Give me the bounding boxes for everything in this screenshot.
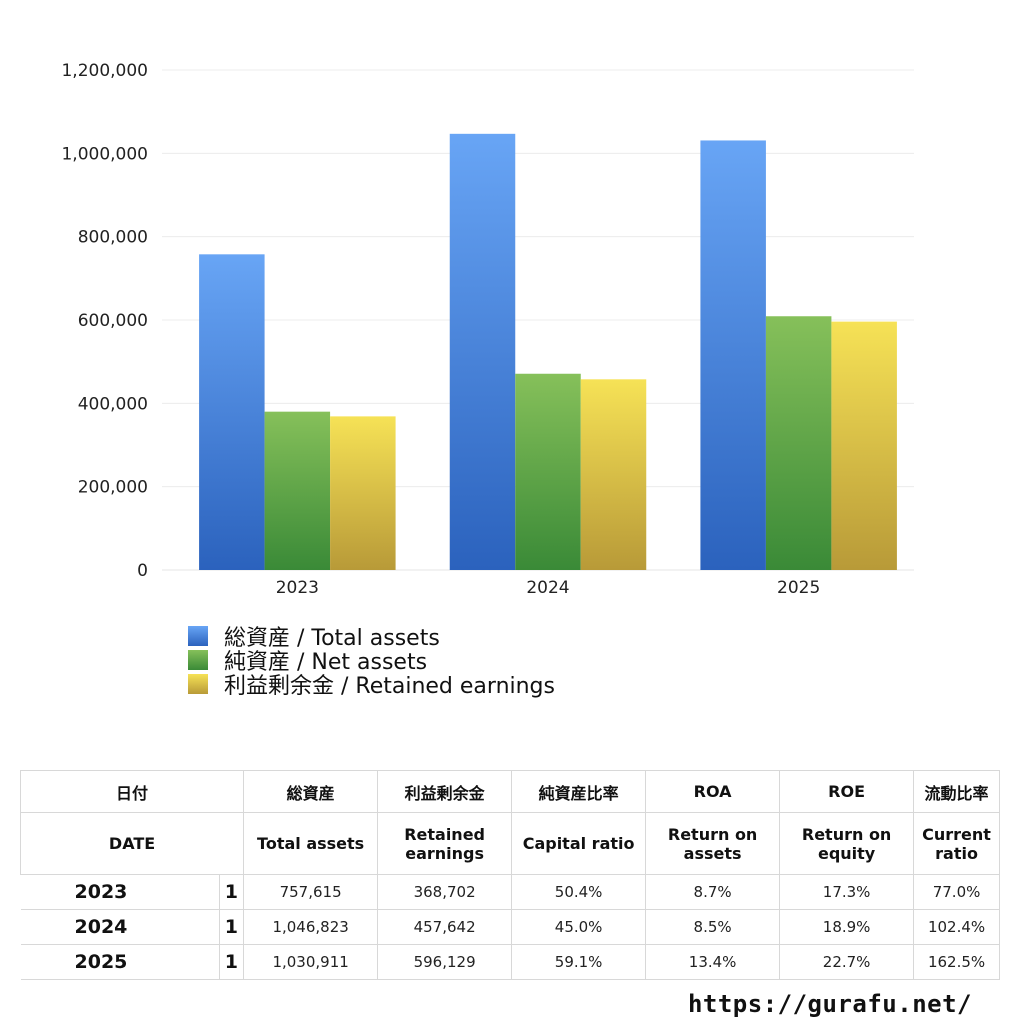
- cell-current-ratio: 77.0%: [913, 874, 1000, 910]
- bar-2025-series-2: [831, 321, 897, 570]
- legend: 総資産 / Total assets 純資産 / Net assets 利益剰余…: [188, 624, 555, 699]
- legend-swatch-net-assets: [188, 650, 208, 670]
- header-total-assets-jp: 総資産: [243, 770, 379, 813]
- header-retained-en: Retained earnings: [377, 812, 513, 875]
- header-retained-jp: 利益剰余金: [377, 770, 513, 813]
- y-tick-label: 1,000,000: [61, 144, 148, 164]
- cell-total-assets: 757,615: [243, 874, 379, 910]
- bar-2023-series-2: [330, 416, 396, 570]
- y-tick-label: 400,000: [78, 394, 148, 414]
- cell-capital-ratio: 59.1%: [511, 944, 647, 980]
- header-capital-ratio-en: Capital ratio: [511, 812, 647, 875]
- legend-label: 純資産 / Net assets: [224, 650, 428, 675]
- x-tick-label: 2024: [526, 578, 569, 598]
- cell-capital-ratio: 45.0%: [511, 909, 647, 945]
- legend-item-total-assets: 総資産 / Total assets: [188, 624, 555, 651]
- table-header-jp: 日付 総資産 利益剰余金 純資産比率 ROA ROE 流動比率: [19, 770, 1000, 813]
- table-header-en: DATE Total assets Retained earnings Capi…: [19, 812, 1000, 875]
- cell-current-ratio: 162.5%: [913, 944, 1000, 980]
- bar-chart: 0 200,000 400,000 600,000 800,000 1,000,000 1,…: [61, 61, 914, 598]
- cell-year: 2023: [20, 874, 220, 910]
- header-date-jp: 日付: [19, 770, 245, 813]
- y-axis-ticks: 0 200,000 400,000 600,000 800,000 1,000,000 1,…: [61, 61, 148, 581]
- bar-2024-series-2: [580, 379, 647, 570]
- bar-2023-series-1: [264, 411, 331, 570]
- bar-2024-series-1: [515, 373, 581, 570]
- table-row: 2023 1 757,615 368,702 50.4% 8.7% 17.3% …: [20, 874, 1000, 910]
- header-roe-en: Return on equity: [779, 812, 915, 875]
- y-tick-label: 800,000: [78, 228, 148, 248]
- y-tick-label: 0: [137, 561, 148, 581]
- cell-count: 1: [218, 874, 245, 910]
- y-tick-label: 200,000: [78, 478, 148, 498]
- cell-total-assets: 1,046,823: [243, 909, 379, 945]
- table-row: 2025 1 1,030,911 596,129 59.1% 13.4% 22.…: [20, 944, 1000, 980]
- x-axis-ticks: 2023 2024 2025: [276, 578, 821, 598]
- header-current-ratio-jp: 流動比率: [913, 770, 1000, 813]
- header-total-assets-en: Total assets: [243, 812, 379, 875]
- cell-roe: 18.9%: [779, 909, 915, 945]
- bar-2024-series-0: [449, 133, 516, 571]
- cell-roa: 13.4%: [645, 944, 781, 980]
- bars: [199, 133, 897, 571]
- legend-swatch-total-assets: [188, 626, 208, 646]
- cell-retained: 596,129: [377, 944, 513, 980]
- legend-label: 総資産 / Total assets: [224, 626, 440, 651]
- legend-swatch-retained-earnings: [188, 674, 208, 694]
- table-row: 2024 1 1,046,823 457,642 45.0% 8.5% 18.9…: [20, 909, 1000, 945]
- cell-roa: 8.7%: [645, 874, 781, 910]
- cell-retained: 457,642: [377, 909, 513, 945]
- cell-year: 2024: [20, 909, 220, 945]
- cell-total-assets: 1,030,911: [243, 944, 379, 980]
- financial-table: 日付 総資産 利益剰余金 純資産比率 ROA ROE 流動比率 DATE Tot…: [19, 770, 1000, 980]
- header-current-ratio-en: Current ratio: [913, 812, 1000, 875]
- bar-2025-series-0: [700, 140, 766, 571]
- cell-capital-ratio: 50.4%: [511, 874, 647, 910]
- bar-2025-series-1: [765, 316, 832, 570]
- x-tick-label: 2023: [276, 578, 319, 598]
- header-capital-ratio-jp: 純資産比率: [511, 770, 647, 813]
- legend-label: 利益剰余金 / Retained earnings: [224, 674, 555, 699]
- cell-current-ratio: 102.4%: [913, 909, 1000, 945]
- cell-roe: 22.7%: [779, 944, 915, 980]
- cell-count: 1: [218, 944, 245, 980]
- legend-item-net-assets: 純資産 / Net assets: [188, 648, 555, 675]
- bar-2023-series-0: [199, 254, 265, 570]
- cell-count: 1: [218, 909, 245, 945]
- header-date-en: DATE: [19, 812, 245, 875]
- legend-item-retained-earnings: 利益剰余金 / Retained earnings: [188, 672, 555, 699]
- header-roa-jp: ROA: [645, 770, 781, 813]
- cell-roe: 17.3%: [779, 874, 915, 910]
- site-url: https://gurafu.net/: [687, 990, 972, 1018]
- x-tick-label: 2025: [777, 578, 820, 598]
- y-tick-label: 1,200,000: [61, 61, 148, 81]
- cell-retained: 368,702: [377, 874, 513, 910]
- header-roe-jp: ROE: [779, 770, 915, 813]
- y-tick-label: 600,000: [78, 311, 148, 331]
- cell-year: 2025: [20, 944, 220, 980]
- header-roa-en: Return on assets: [645, 812, 781, 875]
- cell-roa: 8.5%: [645, 909, 781, 945]
